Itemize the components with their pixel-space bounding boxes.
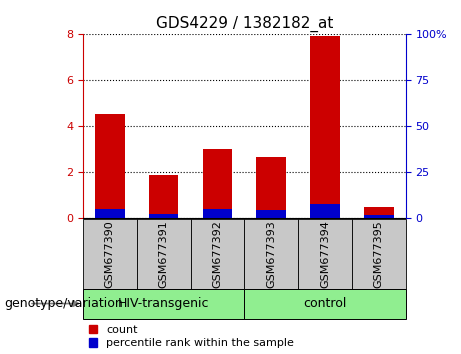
Bar — [310, 204, 340, 218]
Bar — [203, 149, 232, 218]
Bar — [95, 209, 124, 218]
Bar — [256, 210, 286, 218]
Text: GSM677394: GSM677394 — [320, 220, 330, 288]
Bar — [149, 214, 178, 218]
Bar — [256, 157, 286, 218]
Text: HIV-transgenic: HIV-transgenic — [118, 297, 209, 310]
Bar — [95, 114, 124, 218]
Bar — [83, 289, 244, 319]
Text: control: control — [303, 297, 347, 310]
Text: GSM677391: GSM677391 — [159, 220, 169, 288]
Text: GSM677392: GSM677392 — [213, 220, 223, 288]
Legend: count, percentile rank within the sample: count, percentile rank within the sample — [89, 325, 294, 348]
Bar — [352, 219, 406, 289]
Text: genotype/variation: genotype/variation — [5, 297, 124, 310]
Text: GSM677395: GSM677395 — [374, 220, 384, 288]
Bar — [298, 219, 352, 289]
Bar — [149, 175, 178, 218]
Text: GSM677393: GSM677393 — [266, 220, 276, 288]
Bar — [244, 219, 298, 289]
Bar — [203, 209, 232, 218]
Text: GSM677390: GSM677390 — [105, 220, 115, 288]
Bar — [137, 219, 190, 289]
Bar — [364, 207, 394, 218]
Bar — [190, 219, 244, 289]
Bar — [83, 219, 137, 289]
Bar — [364, 215, 394, 218]
Bar — [244, 289, 406, 319]
Bar — [310, 36, 340, 218]
Title: GDS4229 / 1382182_at: GDS4229 / 1382182_at — [156, 16, 333, 32]
